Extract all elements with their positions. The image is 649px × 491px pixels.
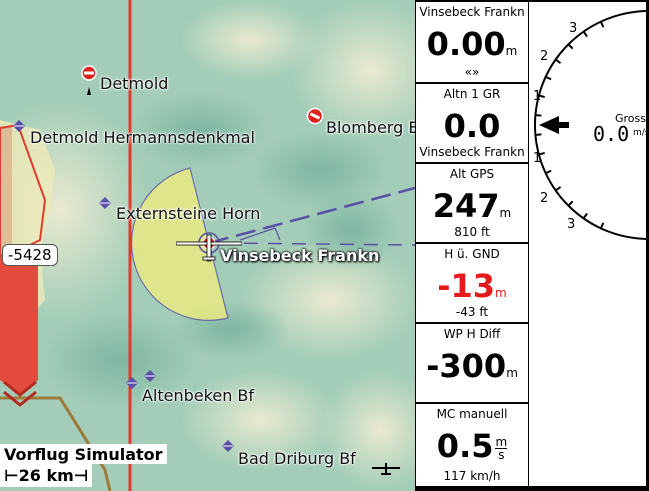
- vario-tick: [582, 31, 588, 38]
- infobox-title: WP H Diff: [443, 327, 501, 341]
- vario-tick: [567, 200, 574, 207]
- vario-tick: [535, 133, 542, 136]
- waypoint-icon[interactable]: [12, 119, 26, 133]
- vario-tick: [582, 212, 588, 219]
- infobox-value: -300m: [426, 347, 518, 385]
- scale-value: 26 km: [18, 466, 74, 485]
- infobox-title: Altn 1 GR: [443, 87, 501, 101]
- vario-scale-label: 1: [533, 151, 541, 166]
- vario-dial: 3 2 1 1 2 3 Gross 0.0: [533, 10, 646, 240]
- infobox-comment: -43 ft: [455, 305, 489, 319]
- infobox-value: 0.00m: [426, 25, 518, 63]
- infobox-alternate[interactable]: Altn 1 GR 0.0 Vinsebeck Frankn: [416, 84, 528, 162]
- vario-tick: [545, 169, 552, 175]
- vario-tick: [599, 222, 605, 229]
- map-label-target: Vinsebeck Frankn: [220, 246, 380, 265]
- vario-tick: [599, 21, 605, 28]
- aircraft-symbol-icon: [372, 463, 400, 475]
- map-label-externsteine: Externsteine Horn: [116, 204, 261, 223]
- scale-bar-end-icon: ⊣: [73, 466, 89, 485]
- waypoint-icon[interactable]: [143, 369, 157, 383]
- infobox-alt-gps[interactable]: Alt GPS 247m 810 ft: [416, 164, 528, 242]
- infobox-comment: Vinsebeck Frankn: [419, 145, 525, 159]
- vario-label: Gross: [615, 112, 646, 125]
- vario-value: 0.0: [593, 122, 629, 146]
- infobox-wp-height-diff[interactable]: WP H Diff -300m: [416, 324, 528, 402]
- waypoint-icon[interactable]: [125, 376, 139, 390]
- vario-tick: [567, 43, 574, 50]
- map-label-hermannsdenkmal: Detmold Hermannsdenkmal: [30, 128, 255, 147]
- vario-gauge[interactable]: 3 2 1 1 2 3 Gross 0.0 m/s: [529, 2, 646, 486]
- waypoint-icon[interactable]: [98, 196, 112, 210]
- infobox-value: -13m: [437, 267, 507, 305]
- infobox-title: Alt GPS: [449, 167, 495, 181]
- vario-tick: [545, 75, 552, 81]
- vario-scale-label: 3: [567, 217, 575, 232]
- map-label-detmold: Detmold: [100, 74, 169, 93]
- airfield-icon[interactable]: [80, 65, 98, 95]
- vario-scale-label: 2: [540, 191, 548, 206]
- vario-unit: m/s: [633, 128, 646, 138]
- vario-tick: [538, 151, 545, 156]
- altitude-badge: -5428: [2, 244, 58, 266]
- vario-needle-icon: [539, 116, 569, 134]
- infobox-mc-manual[interactable]: MC manuell 0.5 m s 117 km/h: [416, 404, 528, 486]
- infobox-value: 247m: [432, 187, 512, 225]
- vario-tick: [555, 186, 562, 192]
- glider-aircraft-icon: [176, 234, 242, 262]
- waypoint-icon[interactable]: [221, 439, 235, 453]
- infobox-comment: «»: [464, 65, 480, 79]
- airfield-icon[interactable]: [306, 107, 324, 125]
- scale-bar-icon: ⊢: [4, 466, 19, 485]
- vario-scale-label: 2: [540, 49, 548, 64]
- vario-tick: [535, 114, 542, 117]
- terrain-map: [0, 0, 415, 491]
- infobox-title: MC manuell: [436, 407, 508, 421]
- vario-scale-label: 3: [569, 21, 577, 36]
- map-label-altenbeken: Altenbeken Bf: [142, 386, 255, 405]
- infobox-title: H ü. GND: [444, 247, 500, 261]
- vario-scale-label: 1: [533, 89, 541, 104]
- vario-tick: [538, 94, 545, 99]
- infobox-value: 0.0: [443, 107, 501, 145]
- map-scale: ⊢26 km⊣: [0, 464, 93, 487]
- infobox-comment: 117 km/h: [443, 469, 501, 483]
- simulator-label: Vorflug Simulator: [0, 444, 167, 464]
- infobox-value: 0.5 m s: [436, 427, 508, 465]
- infobox-height-ground[interactable]: H ü. GND -13m -43 ft: [416, 244, 528, 322]
- vario-tick: [555, 58, 562, 64]
- infobox-title: Vinsebeck Frankn: [419, 5, 525, 19]
- map-label-blomberg: Blomberg E: [326, 118, 415, 137]
- map-label-bad-driburg: Bad Driburg Bf: [238, 449, 356, 468]
- infobox-comment: 810 ft: [454, 225, 490, 239]
- map-view[interactable]: Detmold Detmold Hermannsdenkmal Blomberg…: [0, 0, 415, 491]
- infobox-distance[interactable]: Vinsebeck Frankn 0.00m «»: [416, 2, 528, 82]
